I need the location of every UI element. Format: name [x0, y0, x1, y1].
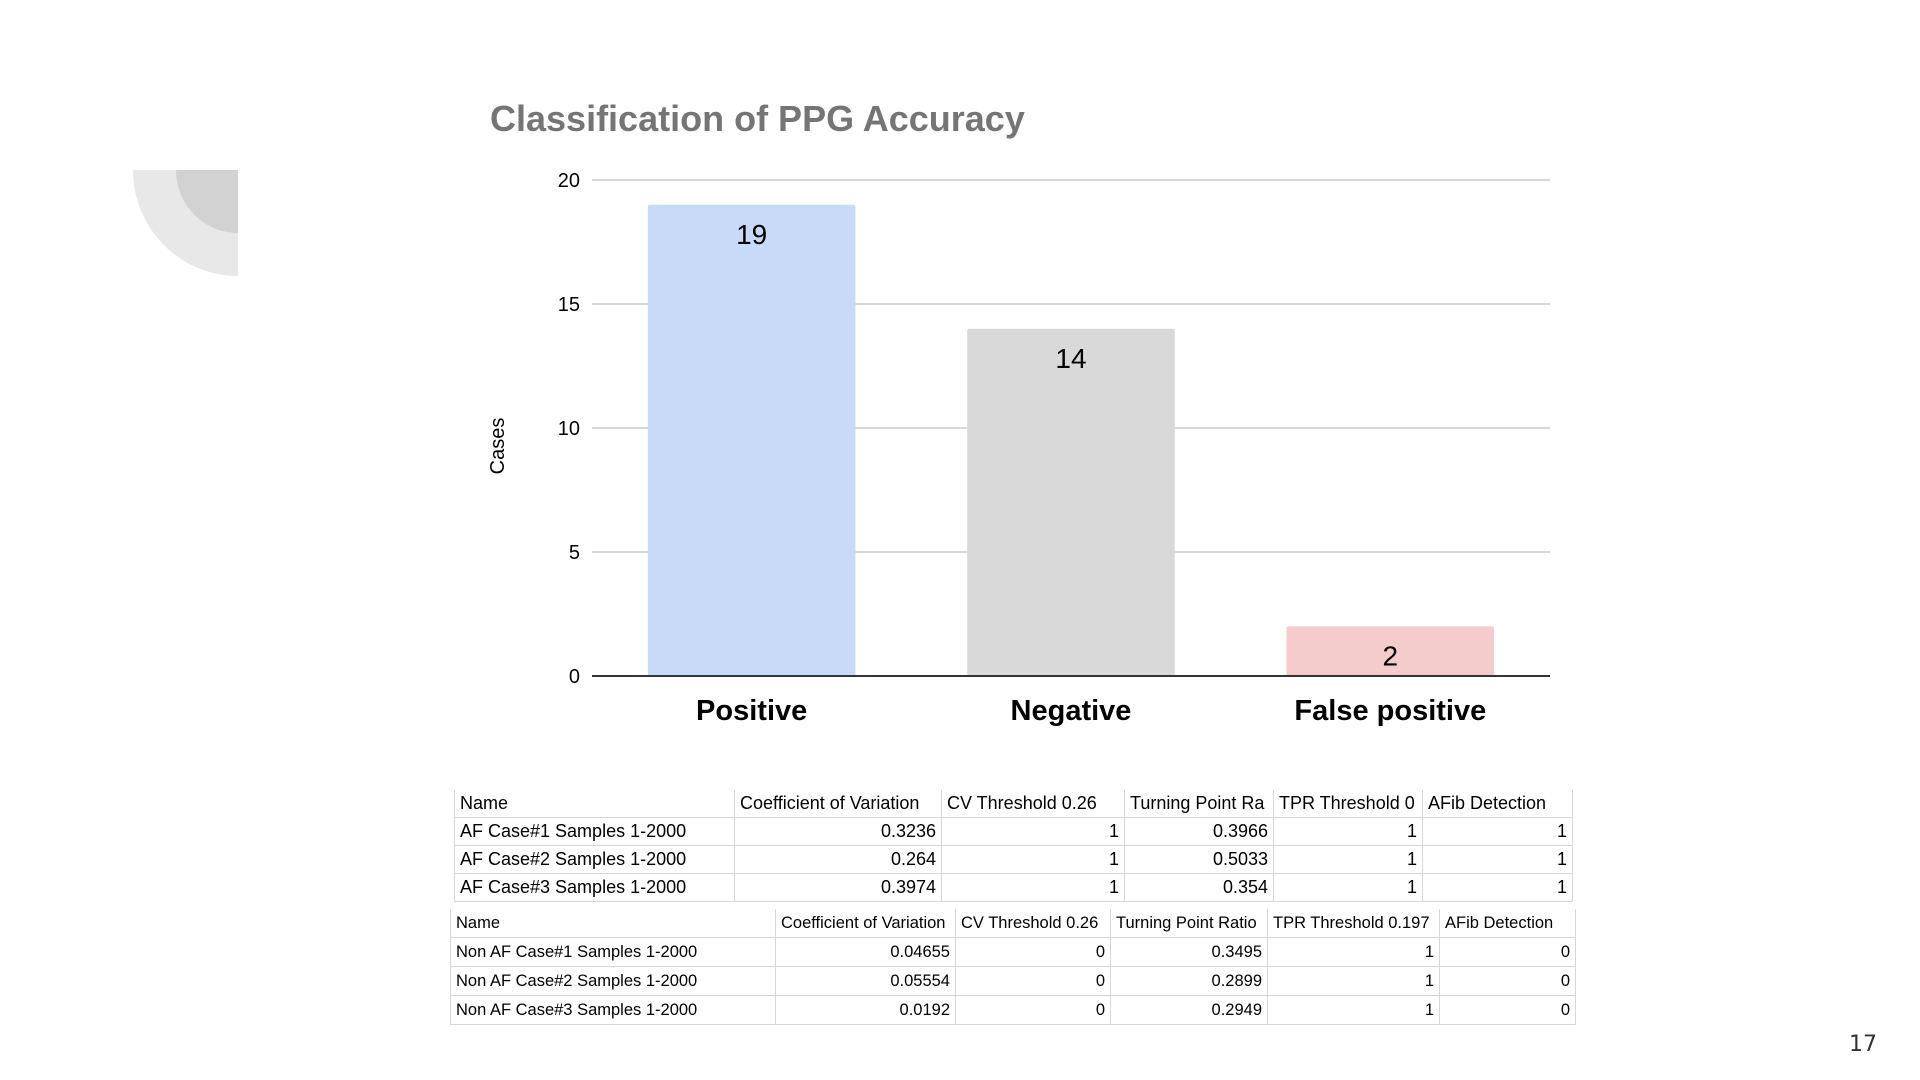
af-cell: 0.3974: [734, 873, 942, 902]
bar-false-positive: [1286, 626, 1495, 676]
af-cell: 1: [1422, 817, 1573, 846]
non-af-cell: 0.3495: [1110, 937, 1268, 967]
af-cell: 0.354: [1124, 873, 1274, 902]
y-tick-label: 15: [558, 294, 580, 316]
af-cell: 1: [941, 873, 1125, 902]
corner-decoration: [133, 170, 238, 276]
non-af-row: Non AF Case#2 Samples 1-2000 0.05554 0 0.28…: [450, 966, 1576, 996]
chart-title: Classification of PPG Accuracy: [490, 98, 1025, 139]
af-cell: 1: [941, 817, 1125, 846]
af-cell: 0.3236: [734, 817, 942, 846]
non-af-header-row: Name Coefficient of Variation CV Threshold…: [450, 909, 1576, 938]
non-af-cell: 0.2899: [1110, 966, 1268, 996]
non-af-cell: 0.2949: [1110, 995, 1268, 1025]
af-cell: AF Case#3 Samples 1-2000: [454, 873, 735, 902]
non-af-cell: Name: [450, 909, 776, 938]
data-labels: 19 14 2: [736, 219, 1398, 672]
af-cell: Coefficient of Variation: [734, 790, 942, 818]
y-tick-label: 5: [569, 542, 580, 564]
y-tick-label: 10: [558, 418, 580, 440]
af-cell: 1: [941, 845, 1125, 874]
non-af-cell: Non AF Case#2 Samples 1-2000: [450, 966, 776, 996]
af-row: AF Case#1 Samples 1-2000 0.3236 1 0.3966 1 1: [454, 817, 1573, 846]
y-axis-label: Cases: [487, 418, 509, 475]
non-af-cell: Non AF Case#3 Samples 1-2000: [450, 995, 776, 1025]
af-row: AF Case#2 Samples 1-2000 0.264 1 0.5033 1 1: [454, 845, 1573, 874]
non-af-cell: 0.0192: [775, 995, 956, 1025]
non-af-cell: 0: [1439, 966, 1576, 996]
non-af-cell: TPR Threshold 0.197: [1267, 909, 1440, 938]
af-cell: CV Threshold 0.26: [941, 790, 1125, 818]
af-cell: 0.3966: [1124, 817, 1274, 846]
non-af-cell: 1: [1267, 966, 1440, 996]
af-cell: AF Case#2 Samples 1-2000: [454, 845, 735, 874]
y-tick-label: 20: [558, 170, 580, 192]
data-label: 19: [736, 219, 767, 250]
data-label: 2: [1383, 640, 1399, 671]
x-axis-ticks: Positive Negative False positive: [696, 695, 1486, 727]
non-af-cell: 1: [1267, 937, 1440, 967]
af-cell: AFib Detection: [1422, 790, 1573, 818]
af-cell: Name: [454, 790, 735, 818]
non-af-row: Non AF Case#1 Samples 1-2000 0.04655 0 0.34…: [450, 937, 1576, 967]
af-row: AF Case#3 Samples 1-2000 0.3974 1 0.354 1 1: [454, 873, 1573, 902]
af-cell: AF Case#1 Samples 1-2000: [454, 817, 735, 846]
x-tick-label: Positive: [696, 695, 807, 727]
af-cell: TPR Threshold 0: [1273, 790, 1423, 818]
non-af-cell: 0: [1439, 937, 1576, 967]
y-axis-ticks: 0 5 10 15 20: [558, 170, 580, 688]
non-af-cell: Turning Point Ratio: [1110, 909, 1268, 938]
non-af-cell: 0.05554: [775, 966, 956, 996]
non-af-cell: AFib Detection: [1439, 909, 1576, 938]
af-cell: 1: [1422, 845, 1573, 874]
non-af-cell: 0: [955, 966, 1111, 996]
af-header-row: Name Coefficient of Variation CV Threshold…: [454, 790, 1573, 818]
x-tick-label: Negative: [1011, 695, 1132, 727]
non-af-cell: CV Threshold 0.26: [955, 909, 1111, 938]
af-cell: 1: [1422, 873, 1573, 902]
af-cell: 0.264: [734, 845, 942, 874]
non-af-cell: 0: [1439, 995, 1576, 1025]
non-af-row: Non AF Case#3 Samples 1-2000 0.0192 0 0.294…: [450, 995, 1576, 1025]
non-af-cell: Non AF Case#1 Samples 1-2000: [450, 937, 776, 967]
non-af-cases-table: Name Coefficient of Variation CV Threshold…: [450, 909, 1576, 1025]
bar-negative: [967, 328, 1175, 676]
bar-chart: 0 5 10 15 20 19 14 2 Positive Negative False pos…: [487, 170, 1550, 727]
y-tick-label: 0: [569, 666, 580, 688]
data-label: 14: [1055, 343, 1086, 374]
x-tick-label: False positive: [1294, 695, 1486, 727]
af-cell: 1: [1273, 873, 1423, 902]
non-af-cell: 0: [955, 937, 1111, 967]
af-cell: Turning Point Ra: [1124, 790, 1274, 818]
non-af-cell: Coefficient of Variation: [775, 909, 956, 938]
bars: [647, 204, 1495, 677]
non-af-cell: 0: [955, 995, 1111, 1025]
bar-positive: [647, 204, 856, 677]
af-cases-table: Name Coefficient of Variation CV Threshold…: [454, 790, 1573, 902]
af-cell: 1: [1273, 817, 1423, 846]
page-number: 17: [1849, 1032, 1877, 1057]
af-cell: 1: [1273, 845, 1423, 874]
non-af-cell: 1: [1267, 995, 1440, 1025]
af-cell: 0.5033: [1124, 845, 1274, 874]
non-af-cell: 0.04655: [775, 937, 956, 967]
